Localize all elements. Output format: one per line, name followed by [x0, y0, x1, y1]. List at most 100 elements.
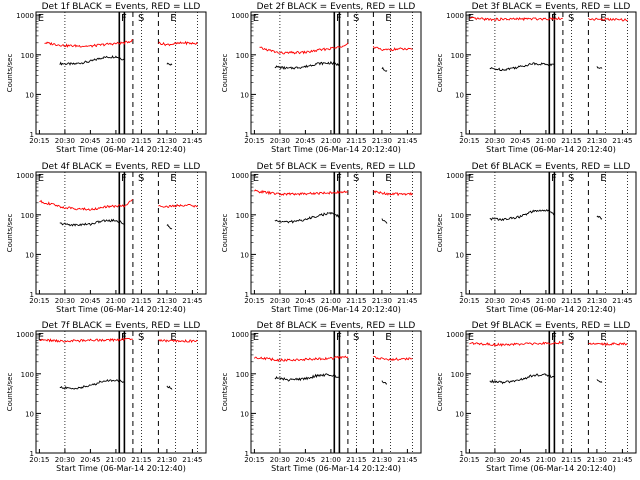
flag-label: S [568, 173, 574, 184]
events-series-segment [489, 62, 555, 72]
flag-label: E [600, 332, 606, 343]
plot-frame [250, 171, 422, 295]
events-series-segment [274, 373, 340, 382]
y-tick-label: 1000 [16, 12, 34, 20]
y-tick-label: 10 [455, 410, 464, 418]
events-series-segment [489, 373, 555, 385]
events-series-segment [596, 215, 603, 220]
x-tick-label: 20:45 [510, 137, 530, 145]
x-tick-label: 20:45 [295, 456, 315, 464]
y-tick-label: 1 [245, 450, 249, 458]
x-tick-label: 21:15 [131, 297, 151, 305]
x-tick-label: 21:15 [561, 456, 581, 464]
x-tick-label: 21:00 [321, 297, 341, 305]
y-tick-label: 100 [236, 371, 249, 379]
x-tick-label: 21:00 [106, 137, 126, 145]
lld-series-segment [158, 40, 198, 47]
events-series-segment [596, 379, 603, 383]
plot-frame [35, 171, 207, 295]
flag-label: S [138, 13, 144, 24]
x-axis-label: Start Time (06-Mar-14 20:12:40) [486, 145, 616, 154]
flag-label: S [138, 173, 144, 184]
lld-series-segment [44, 38, 134, 48]
y-tick-label: 1 [460, 291, 464, 299]
x-axis-label: Start Time (06-Mar-14 20:12:40) [271, 464, 401, 473]
plot-frame [35, 11, 207, 135]
y-tick-label: 1 [460, 131, 464, 139]
x-tick-label: 21:15 [561, 137, 581, 145]
flag-label: E [38, 173, 44, 184]
lld-series-segment [469, 16, 563, 22]
x-tick-label: 21:30 [157, 456, 177, 464]
x-tick-label: 20:30 [270, 456, 290, 464]
flag-label: F [551, 332, 557, 343]
flag-label: E [468, 13, 474, 24]
y-axis-label: Counts/sec [221, 54, 229, 93]
events-series-segment [274, 211, 340, 224]
x-tick-label: 20:30 [55, 297, 75, 305]
flag-label: S [353, 13, 359, 24]
lld-series-segment [259, 42, 349, 55]
flag-label: E [468, 173, 474, 184]
flag-label: E [170, 332, 176, 343]
x-tick-label: 20:45 [295, 297, 315, 305]
plot-title: Det 2f BLACK = Events, RED = LLD [257, 2, 416, 12]
x-tick-label: 20:30 [270, 137, 290, 145]
x-tick-label: 21:45 [397, 137, 417, 145]
x-axis-label: Start Time (06-Mar-14 20:12:40) [56, 464, 186, 473]
y-tick-label: 10 [240, 91, 249, 99]
y-axis-label: Counts/sec [6, 54, 14, 93]
x-tick-label: 21:45 [182, 297, 202, 305]
x-tick-label: 21:45 [612, 456, 632, 464]
x-tick-label: 20:45 [510, 297, 530, 305]
lld-series-segment [158, 203, 198, 208]
y-tick-label: 100 [451, 371, 464, 379]
x-tick-label: 21:30 [587, 456, 607, 464]
plot-title: Det 3f BLACK = Events, RED = LLD [472, 2, 631, 12]
flag-label: F [336, 332, 342, 343]
y-tick-label: 100 [21, 371, 34, 379]
y-tick-label: 1 [30, 291, 34, 299]
x-tick-label: 21:30 [372, 456, 392, 464]
x-tick-label: 21:00 [536, 297, 556, 305]
x-tick-label: 21:45 [612, 297, 632, 305]
lld-series-segment [254, 189, 349, 196]
y-tick-label: 100 [21, 52, 34, 60]
flag-label: S [568, 13, 574, 24]
x-tick-label: 21:00 [321, 456, 341, 464]
flag-label: F [551, 13, 557, 24]
y-tick-label: 1000 [446, 12, 464, 20]
flag-label: E [253, 332, 259, 343]
x-tick-label: 21:45 [397, 297, 417, 305]
x-tick-label: 21:15 [561, 297, 581, 305]
x-tick-label: 20:45 [80, 297, 100, 305]
plot-title: Det 7f BLACK = Events, RED = LLD [42, 321, 201, 331]
y-tick-label: 1000 [231, 12, 249, 20]
x-tick-label: 20:15 [29, 456, 49, 464]
flag-label: F [121, 13, 127, 24]
y-tick-label: 1000 [16, 172, 34, 180]
plot-frame [35, 330, 207, 454]
x-tick-label: 21:30 [372, 297, 392, 305]
events-series-segment [166, 223, 173, 230]
flag-label: E [38, 13, 44, 24]
x-tick-label: 20:15 [29, 297, 49, 305]
plot-title: Det 5f BLACK = Events, RED = LLD [257, 162, 416, 172]
flag-label: E [170, 173, 176, 184]
x-tick-label: 20:15 [244, 137, 264, 145]
plot-frame [465, 330, 637, 454]
y-tick-label: 1000 [16, 331, 34, 339]
lld-series-segment [39, 199, 133, 211]
y-axis-label: Counts/sec [221, 214, 229, 253]
x-tick-label: 21:15 [346, 297, 366, 305]
x-tick-label: 20:45 [80, 137, 100, 145]
y-tick-label: 10 [240, 251, 249, 259]
y-axis-label: Counts/sec [221, 373, 229, 412]
x-axis-label: Start Time (06-Mar-14 20:12:40) [486, 464, 616, 473]
y-tick-label: 1 [30, 450, 34, 458]
